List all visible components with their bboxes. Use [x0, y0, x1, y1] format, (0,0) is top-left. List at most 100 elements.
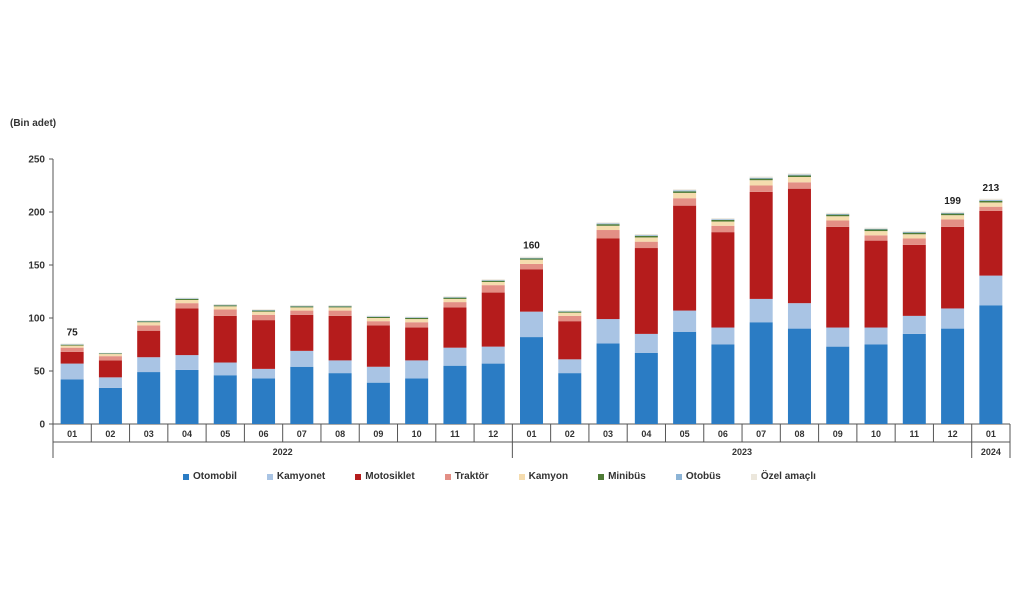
bar-segment	[558, 359, 582, 374]
bar-segment	[711, 225, 735, 233]
bar-segment	[596, 230, 620, 239]
bar-segment	[558, 321, 582, 360]
bar-segment	[749, 178, 773, 181]
bar-segment	[826, 213, 850, 215]
bar-segment	[979, 305, 1003, 424]
bar-segment	[864, 235, 888, 241]
bar-segment	[60, 363, 84, 380]
bar-segment	[328, 306, 352, 308]
bar-segment	[252, 314, 276, 321]
legend-label: Traktör	[454, 471, 489, 482]
bar-segment	[405, 317, 429, 318]
bar-segment	[596, 343, 620, 424]
bar-segment	[787, 175, 811, 178]
x-tick-label: 05	[220, 429, 230, 439]
legend-swatch	[598, 473, 605, 480]
bar-segment	[290, 304, 314, 306]
bar-segment	[366, 318, 390, 322]
bar-segment	[137, 322, 161, 326]
bar-segment	[60, 343, 84, 345]
legend-label: Minibüs	[608, 471, 646, 482]
bar-segment	[252, 320, 276, 369]
bar-segment	[979, 200, 1003, 201]
bar-segment	[864, 327, 888, 345]
bar-segment	[902, 315, 926, 334]
bar-segment	[443, 296, 467, 298]
bar-segment	[941, 219, 965, 227]
legend-swatch	[750, 473, 757, 480]
bar-segment	[673, 189, 697, 191]
x-tick-label: 02	[565, 429, 575, 439]
bar-segment	[213, 304, 237, 305]
bar-segment	[366, 366, 390, 383]
bar-segment	[520, 263, 543, 270]
bar-segment	[443, 307, 467, 348]
legend-item: Traktör	[444, 471, 489, 482]
bar-segment	[902, 333, 926, 424]
bar-segment	[405, 322, 429, 328]
legend-label: Otomobil	[193, 471, 237, 482]
legend-swatch	[444, 473, 451, 480]
bar-segment	[979, 200, 1003, 203]
legend-label: Kamyonet	[276, 471, 326, 482]
bar-segment	[864, 227, 888, 229]
bar-segment	[328, 310, 352, 316]
x-tick-label: 01	[986, 429, 996, 439]
bar-segment	[213, 304, 237, 306]
bar-segment	[749, 177, 773, 179]
bar-segment	[60, 345, 84, 348]
legend-item: Otobüs	[675, 471, 721, 482]
bar-segment	[749, 176, 773, 178]
bar-segment	[787, 173, 811, 175]
bar-segment	[787, 174, 811, 176]
bar-segment	[596, 224, 620, 226]
bar-segment	[98, 356, 122, 361]
bar-segment	[634, 248, 658, 334]
x-tick-label: 10	[412, 429, 422, 439]
bar-segment	[711, 219, 735, 220]
bar-segment	[481, 292, 505, 347]
x-tick-label: 12	[948, 429, 958, 439]
bar-segment	[673, 198, 697, 206]
bar-segment	[175, 298, 199, 300]
bar-segment	[634, 333, 658, 353]
bar-segment	[175, 298, 199, 299]
bar-segment	[826, 220, 850, 227]
bar-segment	[673, 191, 697, 193]
bar-segment	[98, 360, 122, 378]
bar-segment	[749, 191, 773, 299]
bar-segment	[520, 259, 543, 264]
year-label: 2022	[273, 447, 293, 457]
bar-segment	[175, 369, 199, 424]
bar-segment	[558, 373, 582, 424]
x-tick-label: 07	[297, 429, 307, 439]
bar-segment	[366, 316, 390, 318]
bar-segment	[137, 320, 161, 322]
bar-segment	[787, 182, 811, 189]
bar-segment	[137, 325, 161, 331]
bar-segment	[558, 315, 582, 322]
bar-segment	[328, 305, 352, 306]
bar-segment	[711, 232, 735, 328]
bar-segment	[290, 350, 314, 367]
bar-segment	[328, 360, 352, 374]
bar-segment	[443, 298, 467, 303]
bar-segment	[596, 222, 620, 224]
bar-segment	[366, 316, 390, 317]
bar-segment	[443, 297, 467, 298]
bar-segment	[826, 212, 850, 214]
y-tick-label: 0	[39, 420, 45, 431]
legend-label: Otobüs	[685, 471, 721, 482]
data-label: 160	[523, 241, 540, 252]
x-tick-label: 09	[833, 429, 843, 439]
bar-segment	[673, 331, 697, 424]
bar-segment	[520, 311, 543, 338]
legend-label: Özel amaçlı	[760, 471, 816, 482]
bar-segment	[328, 315, 352, 361]
legend-item: Özel amaçlı	[750, 471, 816, 482]
bar-segment	[213, 375, 237, 424]
x-tick-label: 08	[794, 429, 804, 439]
bar-segment	[787, 177, 811, 183]
bar-segment	[405, 316, 429, 318]
bar-segment	[634, 352, 658, 424]
